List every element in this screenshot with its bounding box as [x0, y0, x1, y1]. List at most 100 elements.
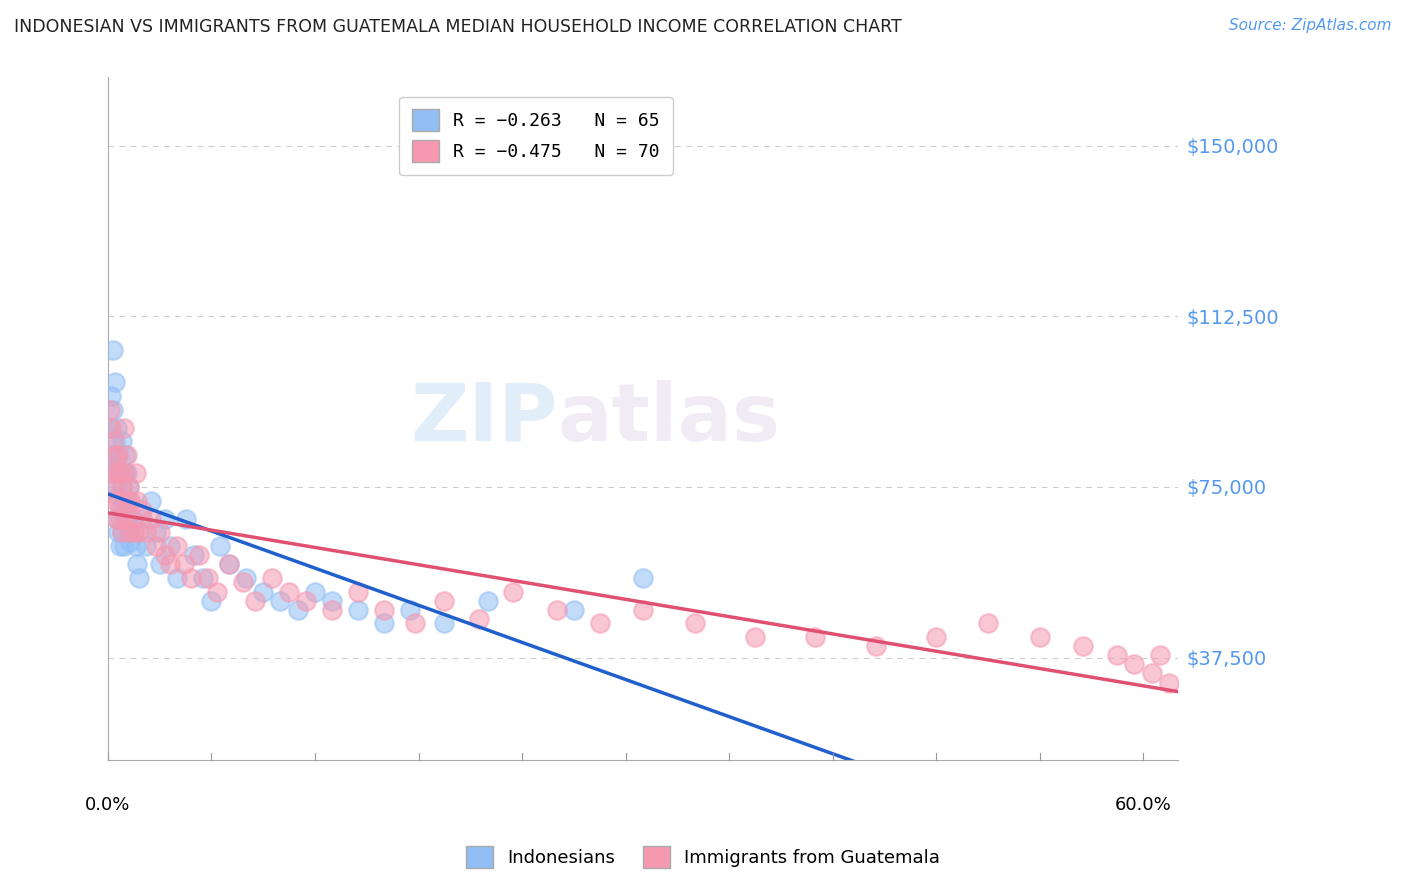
Point — [149, 558, 172, 572]
Point — [131, 502, 153, 516]
Point — [135, 539, 157, 553]
Point — [1028, 630, 1050, 644]
Point — [1071, 639, 1094, 653]
Point — [188, 548, 211, 562]
Point — [122, 525, 145, 540]
Point — [218, 558, 240, 572]
Point — [115, 467, 138, 481]
Point — [477, 593, 499, 607]
Point — [1149, 648, 1171, 663]
Point — [153, 512, 176, 526]
Point — [111, 480, 134, 494]
Point — [159, 539, 181, 553]
Text: Source: ZipAtlas.com: Source: ZipAtlas.com — [1229, 18, 1392, 33]
Point — [205, 584, 228, 599]
Point — [104, 493, 127, 508]
Point — [209, 539, 232, 553]
Text: ZIP: ZIP — [411, 380, 557, 458]
Point — [100, 389, 122, 403]
Point — [232, 575, 254, 590]
Point — [112, 502, 135, 516]
Point — [107, 493, 129, 508]
Point — [139, 493, 162, 508]
Point — [115, 512, 138, 526]
Point — [200, 593, 222, 607]
Point — [145, 539, 167, 553]
Point — [804, 630, 827, 644]
Point — [631, 571, 654, 585]
Point — [468, 612, 491, 626]
Point — [304, 584, 326, 599]
Point — [118, 525, 141, 540]
Point — [131, 512, 153, 526]
Point — [149, 525, 172, 540]
Point — [399, 603, 422, 617]
Point — [562, 603, 585, 617]
Point — [631, 603, 654, 617]
Point — [122, 525, 145, 540]
Point — [114, 493, 136, 508]
Point — [153, 548, 176, 562]
Point — [107, 448, 129, 462]
Point — [112, 421, 135, 435]
Point — [404, 616, 426, 631]
Point — [118, 480, 141, 494]
Point — [321, 603, 343, 617]
Point — [107, 525, 129, 540]
Point — [104, 376, 127, 390]
Point — [191, 571, 214, 585]
Point — [127, 558, 149, 572]
Point — [683, 616, 706, 631]
Point — [100, 448, 122, 462]
Text: atlas: atlas — [557, 380, 780, 458]
Point — [166, 539, 188, 553]
Point — [159, 558, 181, 572]
Point — [120, 493, 142, 508]
Point — [744, 630, 766, 644]
Point — [101, 343, 124, 358]
Point — [108, 502, 131, 516]
Point — [105, 467, 128, 481]
Point — [108, 512, 131, 526]
Point — [128, 525, 150, 540]
Point — [546, 603, 568, 617]
Legend: R = −0.263   N = 65, R = −0.475   N = 70: R = −0.263 N = 65, R = −0.475 N = 70 — [399, 96, 672, 175]
Point — [252, 584, 274, 599]
Text: INDONESIAN VS IMMIGRANTS FROM GUATEMALA MEDIAN HOUSEHOLD INCOME CORRELATION CHAR: INDONESIAN VS IMMIGRANTS FROM GUATEMALA … — [14, 18, 901, 36]
Point — [260, 571, 283, 585]
Point — [433, 616, 456, 631]
Point — [111, 525, 134, 540]
Legend: Indonesians, Immigrants from Guatemala: Indonesians, Immigrants from Guatemala — [456, 835, 950, 879]
Text: 60.0%: 60.0% — [1115, 797, 1171, 814]
Point — [118, 525, 141, 540]
Point — [1140, 666, 1163, 681]
Point — [124, 467, 146, 481]
Point — [977, 616, 1000, 631]
Point — [118, 480, 141, 494]
Point — [278, 584, 301, 599]
Point — [101, 480, 124, 494]
Point — [321, 593, 343, 607]
Point — [111, 434, 134, 449]
Point — [105, 467, 128, 481]
Point — [270, 593, 292, 607]
Point — [104, 434, 127, 449]
Point — [105, 512, 128, 526]
Point — [105, 512, 128, 526]
Point — [111, 480, 134, 494]
Point — [347, 603, 370, 617]
Point — [1107, 648, 1129, 663]
Point — [112, 467, 135, 481]
Point — [108, 467, 131, 481]
Point — [128, 571, 150, 585]
Point — [183, 548, 205, 562]
Point — [373, 603, 395, 617]
Point — [135, 525, 157, 540]
Point — [139, 512, 162, 526]
Point — [124, 539, 146, 553]
Point — [105, 421, 128, 435]
Point — [166, 571, 188, 585]
Point — [98, 421, 121, 435]
Point — [98, 467, 121, 481]
Point — [104, 480, 127, 494]
